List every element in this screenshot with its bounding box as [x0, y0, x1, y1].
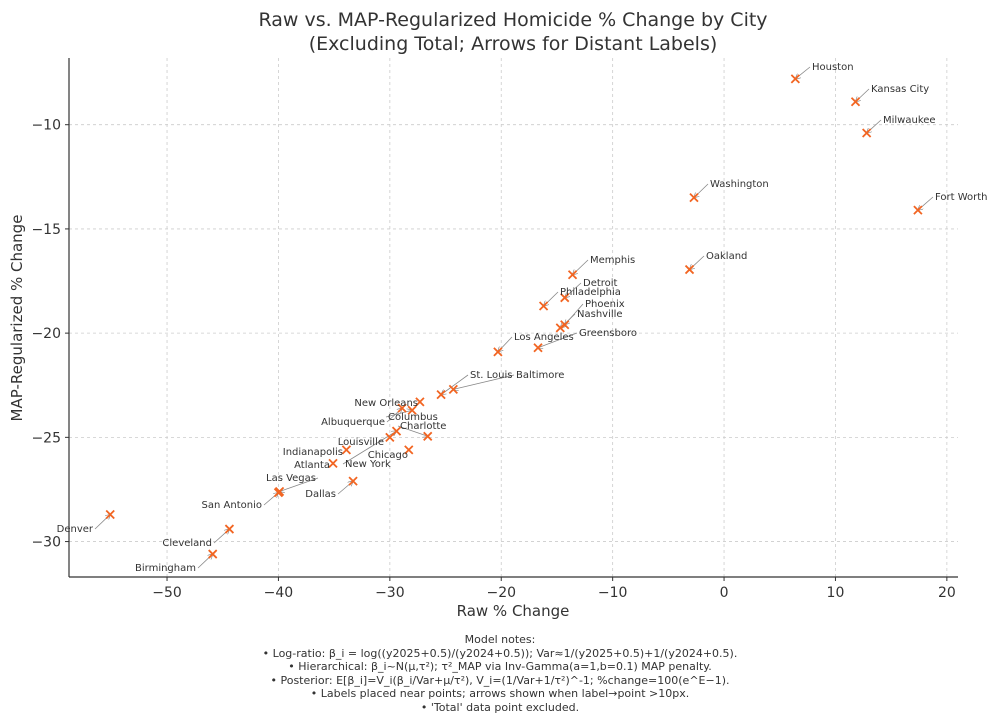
x-tick-label: −30	[375, 585, 405, 601]
point-label: Cleveland	[162, 538, 212, 549]
data-point-oakland	[684, 264, 695, 275]
notes-line: • Log-ratio: β_i = log((y2025+0.5)/(y202…	[262, 646, 738, 660]
data-point-philadelphia	[538, 301, 549, 311]
x-tick-label: 10	[827, 585, 845, 601]
point-label: Greensboro	[579, 328, 637, 339]
data-point-houston	[790, 74, 800, 84]
x-tick-label: −40	[264, 585, 294, 601]
data-point-fort-worth	[913, 205, 923, 215]
point-label: Denver	[57, 524, 94, 535]
point-label: Louisville	[338, 437, 384, 448]
point-label: Nashville	[577, 309, 623, 320]
point-label: Detroit	[583, 278, 618, 289]
notes-heading: Model notes:	[464, 633, 536, 646]
point-label: Columbus	[388, 412, 438, 423]
label-arrow	[538, 332, 578, 348]
data-point-dallas	[348, 476, 358, 486]
x-axis-label: Raw % Change	[457, 602, 570, 620]
data-point-charlotte	[423, 431, 433, 441]
notes-line: • Posterior: E[β_i]=V_i(β_i/Var+μ/τ²), V…	[270, 673, 730, 687]
x-tick-label: −10	[598, 585, 628, 601]
data-point-denver	[105, 509, 115, 520]
data-point-albuquerque	[397, 403, 407, 413]
data-point-los-angeles	[493, 347, 503, 357]
point-label: Indianapolis	[283, 447, 343, 458]
point-label: Milwaukee	[883, 115, 936, 126]
y-tick-label: −25	[31, 430, 61, 446]
data-point-baltimore	[448, 384, 458, 395]
data-point-louisville	[385, 432, 395, 442]
y-tick-label: −30	[31, 535, 61, 551]
point-label: Oakland	[706, 251, 747, 262]
point-label: Charlotte	[400, 421, 446, 432]
model-notes: Model notes: • Log-ratio: β_i = log((y20…	[0, 633, 1000, 715]
notes-line: • 'Total' data point excluded.	[420, 700, 580, 714]
point-label: Baltimore	[516, 370, 564, 381]
y-tick-label: −15	[31, 222, 61, 238]
data-point-kansas-city	[850, 97, 861, 107]
grid	[69, 58, 958, 577]
point-label: Washington	[710, 179, 769, 190]
data-point-indianapolis	[341, 445, 352, 455]
x-tick-label: 20	[938, 585, 956, 601]
point-label: Fort Worth	[935, 192, 988, 203]
data-point-cleveland	[224, 524, 235, 534]
data-points	[105, 74, 923, 559]
data-point-detroit	[560, 293, 570, 303]
point-label: Phoenix	[585, 299, 625, 310]
point-label: Kansas City	[871, 84, 929, 95]
point-label: St. Louis	[470, 370, 512, 381]
data-point-chicago	[404, 445, 414, 455]
x-tick-label: −20	[486, 585, 516, 601]
y-tick-label: −10	[31, 118, 61, 134]
data-point-memphis	[567, 270, 578, 280]
label-arrow	[342, 431, 397, 465]
x-tick-label: 0	[720, 585, 729, 601]
point-label: San Antonio	[202, 500, 262, 511]
data-point-phoenix	[560, 320, 570, 330]
data-point-milwaukee	[862, 128, 872, 138]
label-arrows	[94, 66, 934, 569]
x-tick-label: −50	[152, 585, 182, 601]
chart-title-line-2: (Excluding Total; Arrows for Distant Lab…	[309, 33, 718, 55]
point-label: Memphis	[590, 255, 635, 266]
data-point-columbus	[407, 405, 417, 415]
point-label: Dallas	[305, 489, 336, 500]
data-point-san-antonio	[273, 487, 284, 498]
data-point-nashville	[555, 323, 565, 333]
notes-line: • Labels placed near points; arrows show…	[310, 687, 690, 701]
y-axis-label: MAP-Regularized % Change	[8, 215, 26, 422]
point-label: Houston	[812, 62, 854, 73]
scatter-chart: Raw vs. MAP-Regularized Homicide % Chang…	[8, 9, 988, 620]
point-labels: Houston Kansas City Milwaukee Washington For…	[57, 62, 988, 574]
point-label: Birmingham	[135, 563, 196, 574]
data-point-washington	[689, 193, 699, 203]
point-label: New York	[345, 459, 391, 470]
y-tick-label: −20	[31, 326, 61, 342]
point-label: Atlanta	[294, 460, 330, 471]
data-point-birmingham	[208, 549, 218, 559]
point-label: Chicago	[368, 450, 408, 461]
point-label: New Orleans	[354, 398, 418, 409]
label-arrow	[280, 477, 319, 492]
label-arrow	[453, 374, 515, 389]
point-label: Las Vegas	[266, 473, 316, 484]
data-point-new-orleans	[415, 397, 425, 407]
data-point-greensboro	[533, 343, 543, 353]
notes-line: • Hierarchical: β_i~N(μ,τ²); τ²_MAP via …	[288, 660, 712, 674]
point-label: Philadelphia	[560, 287, 621, 298]
point-label: Los Angeles	[514, 332, 574, 343]
point-label: Albuquerque	[321, 417, 385, 428]
label-arrow	[397, 425, 428, 436]
ticks: −50 −40 −30 −20 −10 0 10 20 −10 −15 −20 −25 −30	[31, 118, 955, 601]
data-point-atlanta	[328, 458, 338, 469]
chart-title-line-1: Raw vs. MAP-Regularized Homicide % Chang…	[258, 9, 767, 31]
data-point-st-louis	[436, 389, 446, 400]
